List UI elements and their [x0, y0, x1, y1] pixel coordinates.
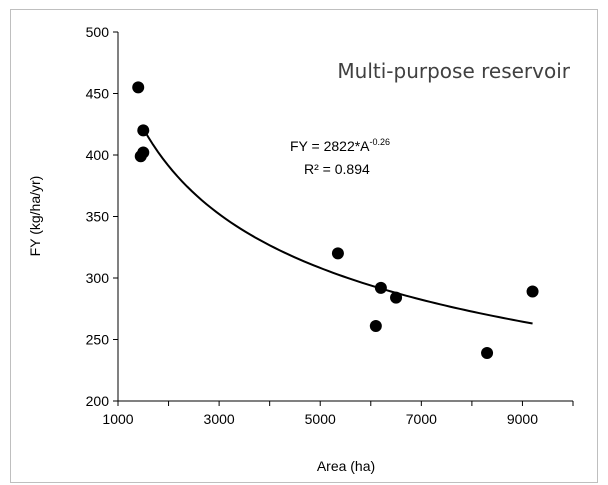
equation-prefix: FY = 2822*A	[290, 138, 370, 154]
data-point	[331, 247, 344, 260]
chart-title: Multi-purpose reservoir	[337, 59, 570, 83]
x-tick-label: 9000	[507, 411, 538, 427]
y-tick-label: 500	[86, 24, 110, 40]
data-point	[137, 124, 150, 137]
data-point	[390, 291, 403, 304]
axes	[117, 32, 573, 402]
trendline-equation: FY = 2822*A-0.26	[290, 137, 390, 154]
y-tick-label: 250	[86, 332, 110, 348]
data-points	[132, 81, 539, 360]
x-tick-label: 7000	[406, 411, 437, 427]
x-axis-title: Area (ha)	[317, 458, 375, 474]
y-tick-label: 350	[86, 209, 110, 225]
y-tick-label: 400	[86, 147, 110, 163]
x-tick-label: 3000	[204, 411, 235, 427]
r-squared-label: R² = 0.894	[304, 161, 370, 177]
x-tick-label: 5000	[305, 411, 336, 427]
data-point	[526, 285, 539, 298]
data-point	[374, 281, 387, 294]
chart-frame	[10, 9, 598, 483]
trendline	[142, 128, 533, 325]
y-tick-label: 300	[86, 270, 110, 286]
y-tick-label: 200	[86, 393, 110, 409]
data-point	[132, 81, 145, 94]
x-ticks: 1000 3000 5000 7000 9000	[102, 401, 574, 427]
y-axis-title: FY (kg/ha/yr)	[27, 176, 43, 257]
x-tick-label: 1000	[102, 411, 133, 427]
y-ticks: 200 250 300 350 400 450 500	[86, 24, 118, 409]
data-point	[481, 347, 494, 360]
data-point	[134, 150, 147, 163]
y-tick-label: 450	[86, 86, 110, 102]
equation-exponent: -0.26	[370, 137, 391, 147]
data-point	[369, 319, 382, 332]
